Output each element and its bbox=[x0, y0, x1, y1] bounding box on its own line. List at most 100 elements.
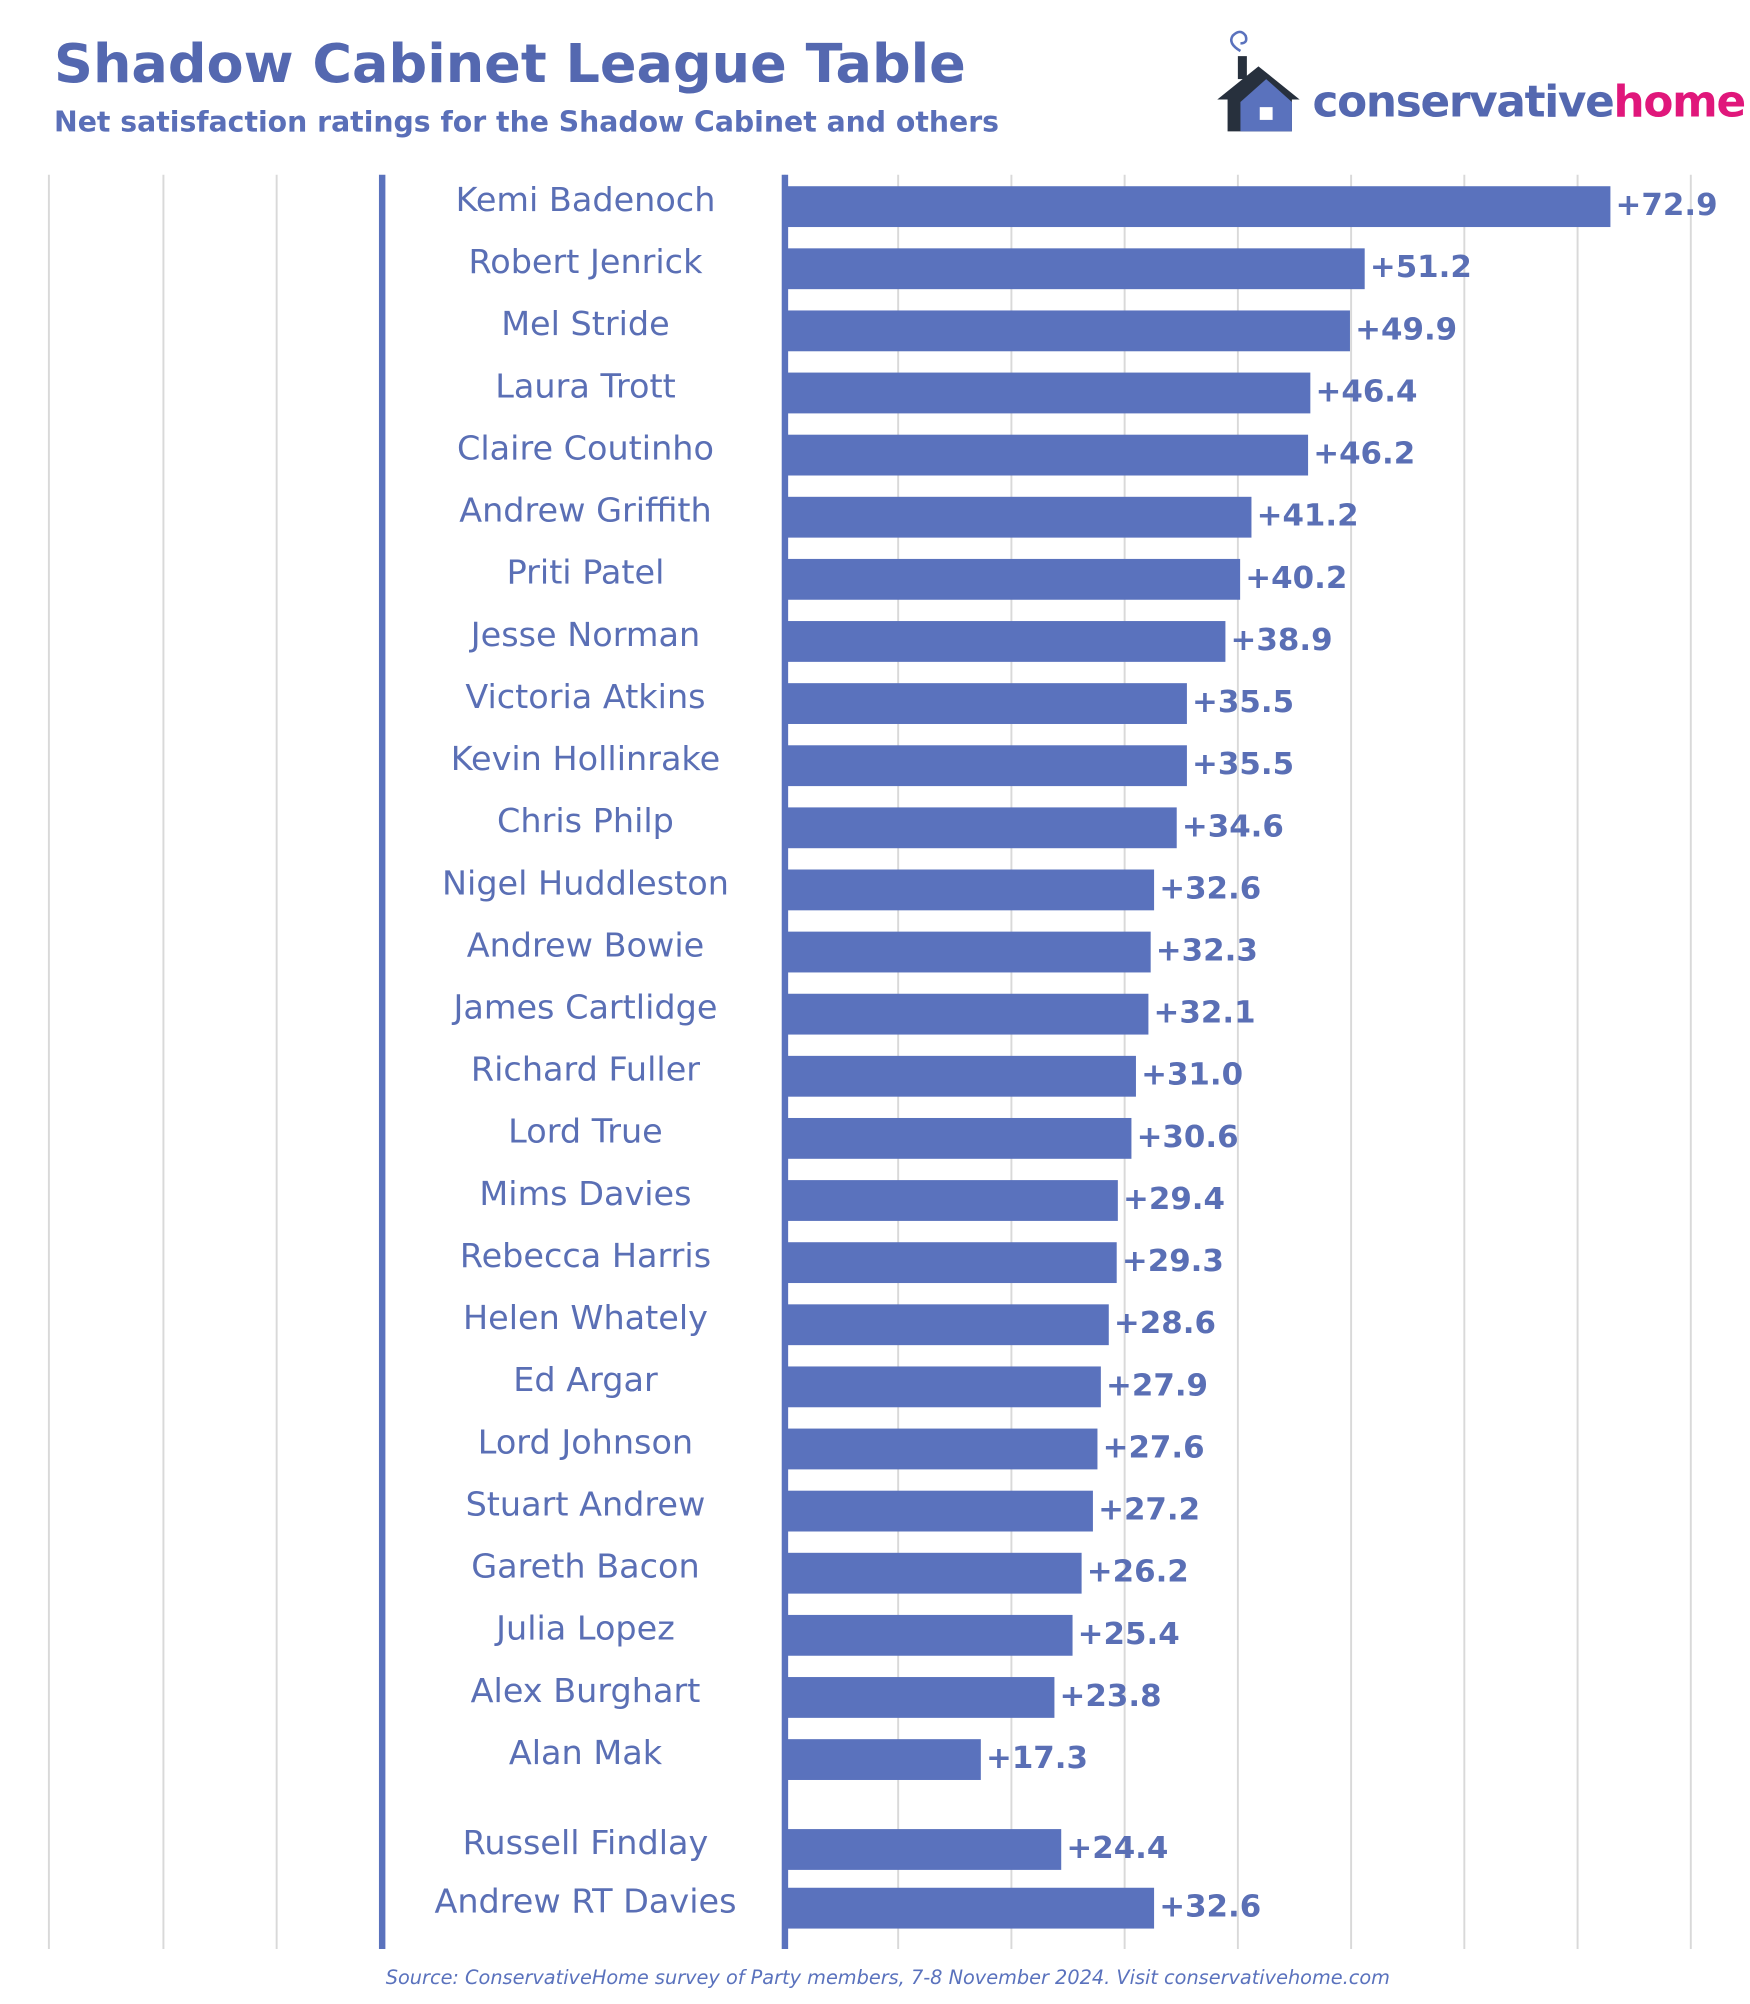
label-bg bbox=[386, 1665, 783, 1730]
label-bg bbox=[386, 1417, 783, 1481]
value-label: +46.2 bbox=[1313, 436, 1415, 472]
logo-text: conservativehome bbox=[1313, 78, 1745, 128]
logo-icon bbox=[1217, 30, 1300, 132]
y-tick-label: Richard Fuller bbox=[471, 1050, 700, 1089]
value-label: +27.6 bbox=[1103, 1430, 1205, 1466]
y-tick-label: Gareth Bacon bbox=[471, 1547, 699, 1586]
y-tick-label: Kevin Hollinrake bbox=[451, 739, 720, 778]
y-tick-label: Helen Whately bbox=[463, 1298, 708, 1337]
label-bg bbox=[386, 1479, 783, 1543]
logo-part: home bbox=[1614, 78, 1745, 128]
label-bg bbox=[386, 609, 783, 674]
y-tick-label: Mims Davies bbox=[479, 1174, 691, 1213]
y-tick-label: Robert Jenrick bbox=[469, 242, 704, 281]
y-tick-label: Ed Argar bbox=[513, 1360, 658, 1399]
y-tick-label: Laura Trott bbox=[495, 366, 675, 405]
value-label: +23.8 bbox=[1060, 1678, 1162, 1714]
y-tick-label: Andrew Griffith bbox=[459, 491, 711, 530]
value-label: +32.6 bbox=[1159, 871, 1261, 907]
label-bg bbox=[386, 671, 783, 736]
label-bg bbox=[386, 1292, 783, 1357]
bar bbox=[784, 434, 1309, 476]
value-label: +46.4 bbox=[1315, 374, 1417, 410]
label-bg bbox=[386, 1727, 783, 1792]
value-label: +30.6 bbox=[1137, 1119, 1239, 1155]
bar bbox=[784, 993, 1149, 1035]
bar bbox=[784, 1117, 1132, 1159]
value-label: +24.4 bbox=[1066, 1830, 1168, 1866]
value-label: +28.6 bbox=[1114, 1305, 1216, 1341]
y-tick-label: Andrew Bowie bbox=[467, 926, 705, 965]
y-tick-label: Alan Mak bbox=[509, 1733, 663, 1772]
label-bg bbox=[386, 795, 783, 860]
y-tick-label: Lord Johnson bbox=[478, 1422, 693, 1461]
label-bg bbox=[386, 547, 783, 612]
bar bbox=[784, 558, 1241, 600]
value-label: +25.4 bbox=[1078, 1616, 1180, 1652]
bar bbox=[784, 1887, 1155, 1929]
label-bg bbox=[386, 858, 783, 922]
value-label: +41.2 bbox=[1257, 498, 1359, 534]
bar bbox=[784, 1614, 1073, 1656]
bar bbox=[784, 186, 1611, 228]
label-bg bbox=[386, 236, 783, 301]
y-tick-label: Jesse Norman bbox=[469, 615, 700, 654]
bar bbox=[784, 496, 1252, 538]
value-label: +26.2 bbox=[1087, 1554, 1189, 1590]
label-bg bbox=[386, 1168, 783, 1233]
label-bg bbox=[386, 1876, 783, 1941]
y-tick-label: Kemi Badenoch bbox=[456, 180, 716, 219]
label-bg bbox=[386, 1354, 783, 1419]
decor-lines bbox=[47, 174, 278, 1949]
y-tick-label: Stuart Andrew bbox=[466, 1485, 706, 1524]
value-label: +72.9 bbox=[1616, 187, 1718, 223]
y-tick-label: Chris Philp bbox=[497, 801, 674, 840]
label-bg bbox=[386, 174, 783, 239]
bar bbox=[784, 621, 1226, 662]
y-tick-label: Mel Stride bbox=[501, 304, 670, 343]
bar bbox=[784, 1304, 1109, 1346]
bar bbox=[784, 1677, 1055, 1718]
bar bbox=[784, 1552, 1082, 1594]
bar bbox=[784, 745, 1187, 787]
bar bbox=[784, 931, 1151, 973]
bar bbox=[784, 248, 1365, 290]
value-label: +34.6 bbox=[1182, 808, 1284, 844]
value-label: +27.9 bbox=[1106, 1367, 1208, 1403]
logo-part: conservative bbox=[1313, 78, 1614, 128]
bar bbox=[784, 869, 1155, 911]
bar bbox=[784, 1739, 981, 1780]
value-label: +51.2 bbox=[1370, 249, 1472, 285]
y-tick-label: Nigel Huddleston bbox=[442, 863, 729, 902]
value-label: +17.3 bbox=[986, 1740, 1088, 1776]
y-tick-label: Russell Findlay bbox=[463, 1823, 709, 1862]
label-bg bbox=[386, 1230, 783, 1295]
label-bg bbox=[386, 485, 783, 550]
y-tick-label: Priti Patel bbox=[507, 553, 665, 592]
bar bbox=[784, 372, 1311, 414]
value-label: +35.5 bbox=[1192, 684, 1294, 720]
y-tick-label: Alex Burghart bbox=[471, 1671, 701, 1710]
y-tick-label: Julia Lopez bbox=[494, 1609, 675, 1648]
label-bg bbox=[386, 298, 783, 363]
value-label: +32.6 bbox=[1159, 1889, 1261, 1925]
label-bg bbox=[386, 982, 783, 1047]
value-label: +29.3 bbox=[1122, 1243, 1224, 1279]
bar bbox=[784, 1242, 1117, 1284]
bar bbox=[784, 1055, 1136, 1097]
bar bbox=[784, 683, 1187, 724]
source-note: Source: ConservativeHome survey of Party… bbox=[386, 1966, 1390, 1989]
label-bg bbox=[386, 1541, 783, 1606]
label-bg bbox=[386, 423, 783, 487]
label-bg bbox=[386, 1044, 783, 1109]
value-label: +29.4 bbox=[1123, 1181, 1225, 1217]
bar bbox=[784, 1366, 1101, 1408]
value-label: +32.1 bbox=[1154, 995, 1256, 1031]
plot: Kemi Badenoch +72.9 Robert Jenrick +51.2 Mel… bbox=[386, 174, 1718, 1949]
bar bbox=[784, 1428, 1098, 1470]
y-tick-label: Andrew RT Davies bbox=[434, 1882, 736, 1921]
y-tick-label: Rebecca Harris bbox=[460, 1236, 711, 1275]
label-bg bbox=[386, 733, 783, 798]
value-label: +38.9 bbox=[1231, 622, 1333, 658]
